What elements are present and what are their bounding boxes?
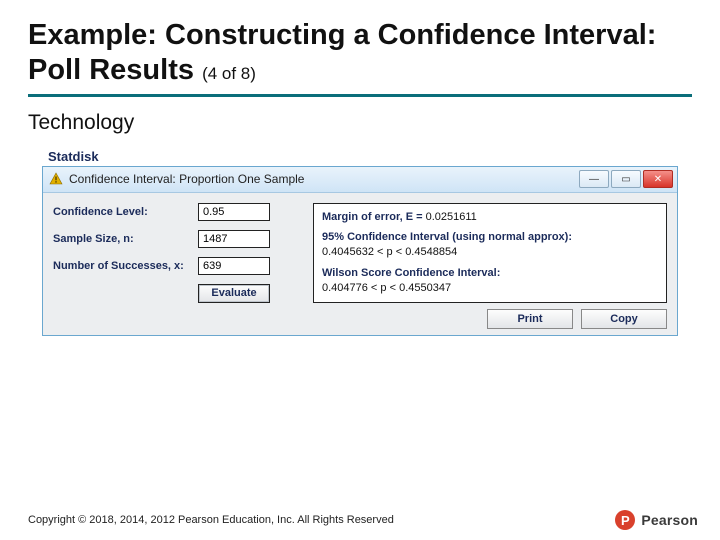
section-heading: Technology <box>28 111 692 135</box>
copyright-footer: Copyright © 2018, 2014, 2012 Pearson Edu… <box>28 514 394 526</box>
app-window: Confidence Interval: Proportion One Samp… <box>42 166 678 336</box>
window-titlebar[interactable]: Confidence Interval: Proportion One Samp… <box>43 167 677 193</box>
confidence-level-input[interactable]: 0.95 <box>198 203 270 221</box>
app-name-label: Statdisk <box>48 149 692 164</box>
wilson-ci-value: 0.404776 < p < 0.4550347 <box>322 281 658 296</box>
close-icon: ✕ <box>654 174 662 185</box>
evaluate-button[interactable]: Evaluate <box>198 284 270 303</box>
slide-title: Example: Constructing a Confidence Inter… <box>28 18 692 88</box>
sample-size-label: Sample Size, n: <box>53 233 198 245</box>
wilson-ci-header: Wilson Score Confidence Interval: <box>322 266 658 281</box>
normal-ci-header: 95% Confidence Interval (using normal ap… <box>322 230 658 245</box>
copy-button[interactable]: Copy <box>581 309 667 329</box>
window-title: Confidence Interval: Proportion One Samp… <box>69 172 579 186</box>
brand-name: Pearson <box>641 512 698 528</box>
print-button[interactable]: Print <box>487 309 573 329</box>
close-button[interactable]: ✕ <box>643 170 673 188</box>
results-panel: Margin of error, E = 0.0251611 95% Confi… <box>313 203 667 303</box>
title-rule <box>28 94 692 97</box>
inputs-panel: Confidence Level: 0.95 Sample Size, n: 1… <box>53 203 303 303</box>
brand-logo: P Pearson <box>615 510 698 530</box>
normal-ci-value: 0.4045632 < p < 0.4548854 <box>322 245 658 260</box>
margin-of-error-value: 0.0251611 <box>426 211 477 223</box>
minimize-icon: — <box>589 174 599 185</box>
title-paren: (4 of 8) <box>202 64 256 83</box>
window-client-area: Confidence Level: 0.95 Sample Size, n: 1… <box>43 193 677 335</box>
maximize-icon: ▭ <box>621 174 630 185</box>
brand-badge-icon: P <box>615 510 635 530</box>
margin-of-error-label: Margin of error, E = <box>322 211 426 223</box>
successes-label: Number of Successes, x: <box>53 260 198 272</box>
title-main: Example: Constructing a Confidence Inter… <box>28 19 656 86</box>
successes-input[interactable]: 639 <box>198 257 270 275</box>
sample-size-input[interactable]: 1487 <box>198 230 270 248</box>
confidence-level-label: Confidence Level: <box>53 206 198 218</box>
app-icon <box>49 172 63 186</box>
maximize-button[interactable]: ▭ <box>611 170 641 188</box>
minimize-button[interactable]: — <box>579 170 609 188</box>
